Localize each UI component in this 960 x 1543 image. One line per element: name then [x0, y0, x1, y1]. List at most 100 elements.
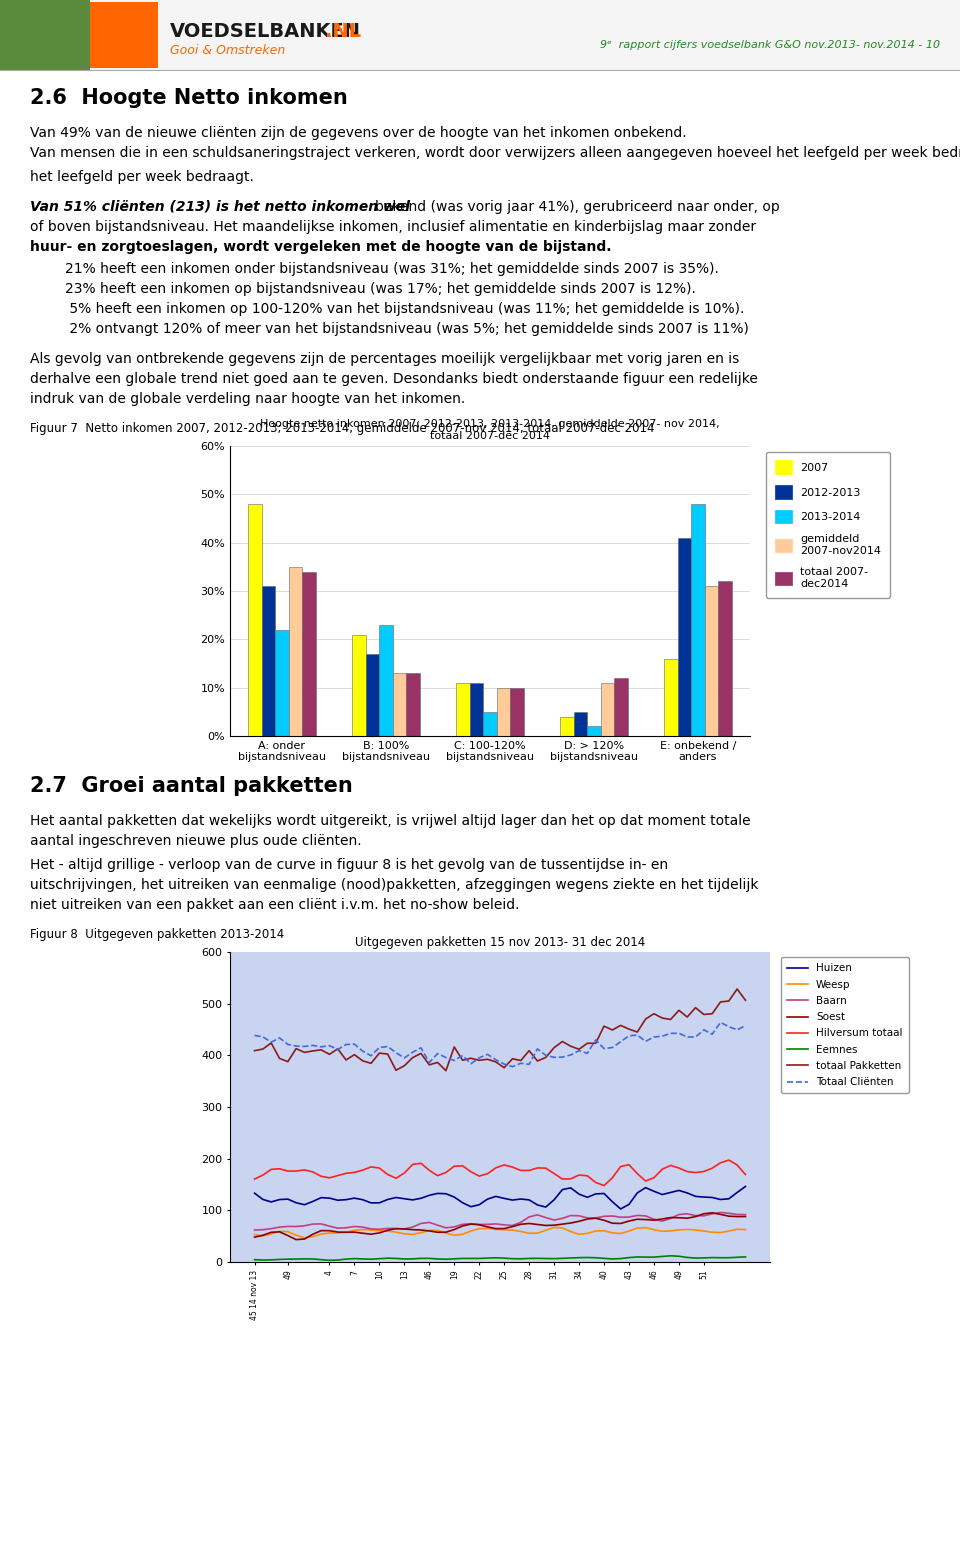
- Text: Het - altijd grillige - verloop van de curve in figuur 8 is het gevolg van de tu: Het - altijd grillige - verloop van de c…: [30, 858, 668, 872]
- Bar: [588, 727, 601, 736]
- Text: 5% heeft een inkomen op 100-120% van het bijstandsniveau (was 11%; het gemiddeld: 5% heeft een inkomen op 100-120% van het…: [65, 302, 744, 316]
- Text: Van mensen die in een schuldsaneringstraject verkeren, wordt door verwijzers all: Van mensen die in een schuldsaneringstra…: [30, 147, 960, 160]
- Bar: [379, 625, 393, 736]
- Bar: [0, 0, 90, 69]
- Text: derhalve een globale trend niet goed aan te geven. Desondanks biedt onderstaande: derhalve een globale trend niet goed aan…: [30, 372, 757, 386]
- Bar: [456, 684, 469, 736]
- Totaal Cliënten: [415, 1038, 426, 1057]
- Eemnes: [740, 1248, 752, 1267]
- Text: VOEDSELBANKEN: VOEDSELBANKEN: [170, 22, 361, 42]
- Bar: [469, 684, 483, 736]
- Bar: [262, 586, 276, 736]
- Hilversum totaal: [598, 1176, 610, 1194]
- totaal Pakketten: [440, 1062, 451, 1080]
- Text: huur- en zorgtoeslagen, wordt vergeleken met de hoogte van de bijstand.: huur- en zorgtoeslagen, wordt vergeleken…: [30, 241, 612, 255]
- Weesp: [573, 1225, 585, 1244]
- Huizen: [557, 1180, 568, 1199]
- Baarn: [740, 1205, 752, 1224]
- Huizen: [615, 1200, 627, 1219]
- Text: Als gevolg van ontbrekende gegevens zijn de percentages moeilijk vergelijkbaar m: Als gevolg van ontbrekende gegevens zijn…: [30, 352, 739, 366]
- Line: Soest: Soest: [254, 1213, 746, 1239]
- Line: Weesp: Weesp: [254, 1227, 746, 1237]
- Line: Eemnes: Eemnes: [254, 1256, 746, 1261]
- Huizen: [390, 1188, 401, 1207]
- Baarn: [390, 1219, 401, 1237]
- Weesp: [423, 1221, 435, 1239]
- Baarn: [407, 1217, 419, 1236]
- Huizen: [415, 1190, 426, 1208]
- Soest: [382, 1221, 394, 1239]
- Text: het leefgeld per week bedraagt.: het leefgeld per week bedraagt.: [30, 170, 253, 184]
- Hilversum totaal: [373, 1159, 385, 1177]
- Title: Hoogte netto inkomen 2007; 2012-2013, 2013-2014, gemiddelde 2007- nov 2014,
tota: Hoogte netto inkomen 2007; 2012-2013, 20…: [260, 420, 720, 441]
- Line: Huizen: Huizen: [254, 1187, 746, 1210]
- Text: niet uitreiken van een pakket aan een cliënt i.v.m. het no-show beleid.: niet uitreiken van een pakket aan een cl…: [30, 898, 519, 912]
- Text: aantal ingeschreven nieuwe plus oude cliënten.: aantal ingeschreven nieuwe plus oude cli…: [30, 835, 362, 849]
- Soest: [415, 1221, 426, 1239]
- Baarn: [415, 1214, 426, 1233]
- Text: bekend (was vorig jaar 41%), gerubriceerd naar onder, op: bekend (was vorig jaar 41%), gerubriceer…: [375, 201, 780, 214]
- Huizen: [373, 1194, 385, 1213]
- Line: Hilversum totaal: Hilversum totaal: [254, 1160, 746, 1185]
- Hilversum totaal: [557, 1170, 568, 1188]
- Baarn: [332, 1219, 344, 1237]
- Totaal Cliënten: [390, 1043, 401, 1062]
- Bar: [302, 571, 316, 736]
- Eemnes: [340, 1250, 351, 1268]
- Weesp: [299, 1228, 310, 1247]
- Text: of boven bijstandsniveau. Het maandelijkse inkomen, inclusief alimentatie en kin: of boven bijstandsniveau. Het maandelijk…: [30, 221, 756, 235]
- Text: indruk van de globale verdeling naar hoogte van het inkomen.: indruk van de globale verdeling naar hoo…: [30, 392, 466, 406]
- Bar: [366, 654, 379, 736]
- Baarn: [373, 1221, 385, 1239]
- Line: Totaal Cliënten: Totaal Cliënten: [254, 1023, 746, 1066]
- Text: 2.6  Hoogte Netto inkomen: 2.6 Hoogte Netto inkomen: [30, 88, 348, 108]
- Bar: [249, 505, 262, 736]
- Hilversum totaal: [390, 1170, 401, 1188]
- Soest: [707, 1204, 718, 1222]
- Bar: [664, 659, 678, 736]
- Soest: [249, 1228, 260, 1247]
- Huizen: [332, 1191, 344, 1210]
- Text: 2.7  Groei aantal pakketten: 2.7 Groei aantal pakketten: [30, 776, 352, 796]
- Weesp: [415, 1224, 426, 1242]
- Line: totaal Pakketten: totaal Pakketten: [254, 989, 746, 1071]
- totaal Pakketten: [390, 1062, 401, 1080]
- totaal Pakketten: [415, 1045, 426, 1063]
- Text: 21% heeft een inkomen onder bijstandsniveau (was 31%; het gemiddelde sinds 2007 : 21% heeft een inkomen onder bijstandsniv…: [65, 262, 719, 276]
- totaal Pakketten: [373, 1045, 385, 1063]
- Hilversum totaal: [249, 1170, 260, 1188]
- Soest: [398, 1219, 410, 1237]
- Totaal Cliënten: [332, 1040, 344, 1058]
- Bar: [352, 634, 366, 736]
- Hilversum totaal: [415, 1154, 426, 1173]
- Hilversum totaal: [740, 1165, 752, 1183]
- Weesp: [340, 1224, 351, 1242]
- Baarn: [249, 1221, 260, 1239]
- Soest: [740, 1207, 752, 1225]
- Bar: [393, 673, 406, 736]
- Hilversum totaal: [332, 1167, 344, 1185]
- Weesp: [382, 1222, 394, 1241]
- Totaal Cliënten: [249, 1026, 260, 1045]
- Totaal Cliënten: [507, 1057, 518, 1075]
- Baarn: [715, 1204, 727, 1222]
- Baarn: [557, 1210, 568, 1228]
- Text: 9ᵉ  rapport cijfers voedselbank G&O nov.2013- nov.2014 - 10: 9ᵉ rapport cijfers voedselbank G&O nov.2…: [600, 40, 940, 49]
- Legend: 2007, 2012-2013, 2013-2014, gemiddeld
2007-nov2014, totaal 2007-
dec2014: 2007, 2012-2013, 2013-2014, gemiddeld 20…: [766, 452, 890, 597]
- Soest: [340, 1224, 351, 1242]
- Line: Baarn: Baarn: [254, 1213, 746, 1230]
- Eemnes: [249, 1250, 260, 1268]
- Text: 2% ontvangt 120% of meer van het bijstandsniveau (was 5%; het gemiddelde sinds 2: 2% ontvangt 120% of meer van het bijstan…: [65, 322, 749, 336]
- Bar: [276, 630, 289, 736]
- Eemnes: [665, 1247, 677, 1265]
- Bar: [614, 677, 628, 736]
- Text: Gooi & Omstreken: Gooi & Omstreken: [170, 45, 285, 57]
- Text: uitschrijvingen, het uitreiken van eenmalige (nood)pakketten, afzeggingen wegens: uitschrijvingen, het uitreiken van eenma…: [30, 878, 758, 892]
- Bar: [678, 539, 691, 736]
- Totaal Cliënten: [715, 1014, 727, 1032]
- Bar: [511, 688, 524, 736]
- Huizen: [740, 1177, 752, 1196]
- Eemnes: [382, 1248, 394, 1267]
- Bar: [601, 684, 614, 736]
- Totaal Cliënten: [565, 1046, 577, 1065]
